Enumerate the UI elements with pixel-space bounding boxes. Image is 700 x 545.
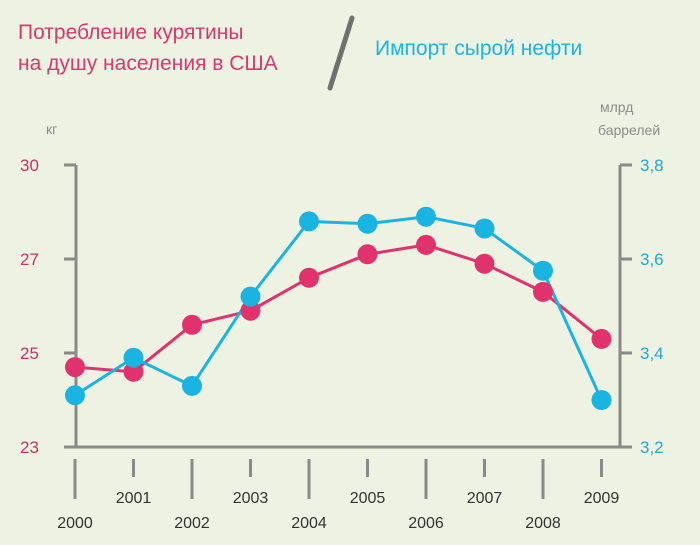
series-1-point [591, 328, 612, 349]
series-1-point [182, 314, 202, 335]
series-1-point [474, 253, 495, 274]
chart-title-left-line1: Потребление курятины [18, 21, 243, 44]
chart-title-left-line2: на душу населения в США [18, 52, 278, 75]
series-lines [74, 215, 603, 401]
series-line-1 [74, 243, 603, 374]
series-2-point [416, 206, 436, 227]
x-tick-label: 2001 [116, 490, 152, 507]
series-points [65, 206, 612, 410]
series-2-point [591, 390, 612, 410]
right-tick-label: 3,6 [640, 250, 664, 269]
x-tick-label: 2002 [174, 515, 210, 532]
series-1-point [240, 300, 261, 321]
series-2-point [357, 213, 378, 234]
left-axis-unit: кг [46, 121, 57, 137]
chart-title-right: Импорт сырой нефти [375, 37, 582, 60]
x-tick-label: 2000 [57, 515, 93, 532]
series-1-point [416, 234, 436, 255]
axes [64, 163, 632, 499]
right-tick-label: 3,8 [640, 156, 664, 175]
series-1-point [357, 244, 378, 265]
tick-labels: 23 25 27 30 3,2 3,4 3,6 3,8 2000 2001 2002 2003 2004… [20, 156, 664, 532]
series-1-point [123, 361, 144, 382]
series-line-2 [74, 215, 603, 401]
series-2-point [474, 218, 495, 239]
series-2-point [123, 347, 144, 368]
series-2-point [65, 385, 85, 406]
title-separator-slash [327, 15, 355, 91]
x-tick-label: 2009 [584, 490, 620, 507]
x-tick-label: 2004 [291, 515, 327, 532]
x-tick-label: 2006 [408, 515, 444, 532]
series-2-point [182, 375, 202, 396]
x-tick-label: 2003 [233, 490, 269, 507]
series-2-point [240, 286, 261, 307]
right-tick-label: 3,2 [640, 438, 664, 457]
left-tick-label: 23 [20, 438, 39, 457]
left-tick-label: 27 [20, 250, 39, 269]
series-1-point [533, 281, 553, 302]
series-1-point [65, 357, 85, 378]
left-tick-label: 30 [20, 156, 39, 175]
series-2-point [299, 211, 319, 232]
right-axis-unit-line2: баррелей [598, 122, 660, 138]
series-1-point [299, 267, 319, 288]
x-tick-label: 2008 [525, 515, 561, 532]
right-axis-unit-line1: млрд [600, 99, 633, 115]
left-tick-label: 25 [20, 344, 39, 363]
series-2-point [533, 260, 553, 281]
right-tick-label: 3,4 [640, 344, 664, 363]
x-tick-label: 2007 [467, 490, 503, 507]
x-tick-label: 2005 [350, 490, 386, 507]
